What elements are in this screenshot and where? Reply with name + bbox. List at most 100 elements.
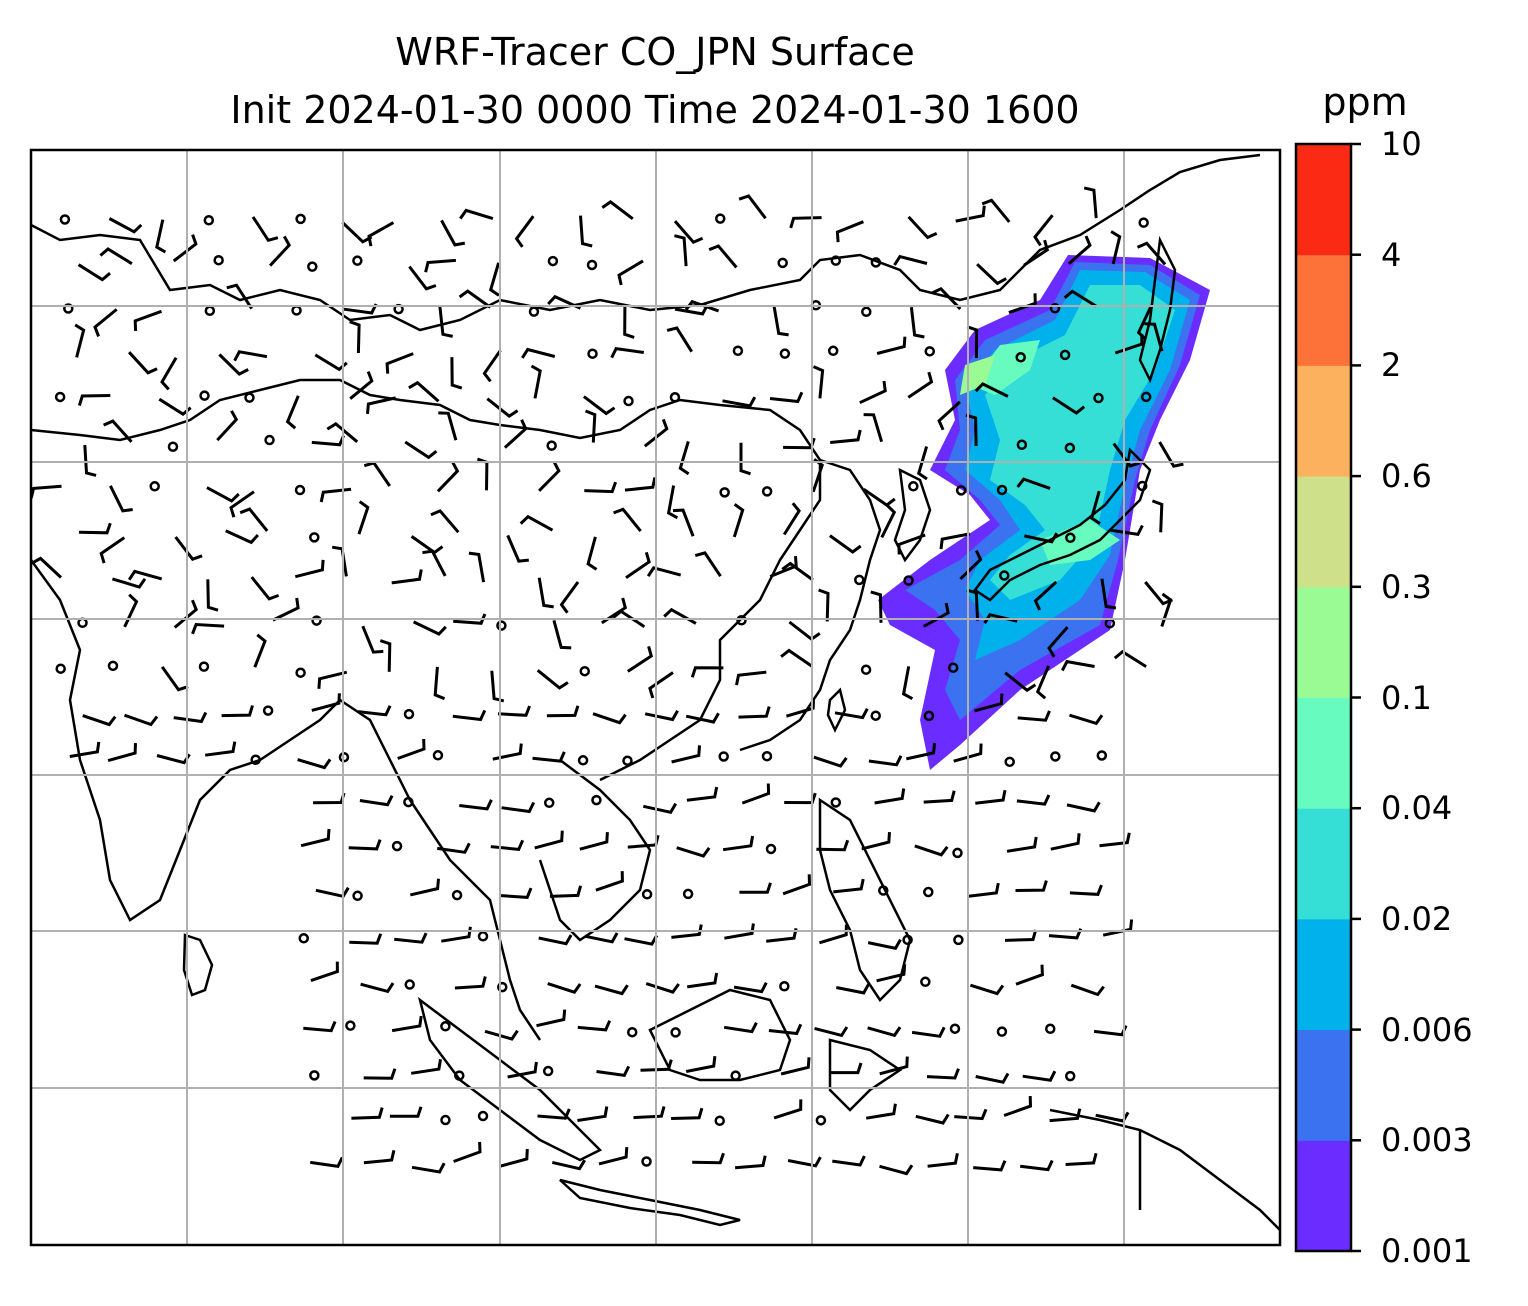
- wind-barb: [927, 1153, 959, 1168]
- calm-wind-marker: [682, 888, 694, 900]
- wind-barb: [874, 788, 906, 805]
- wind-barb: [1024, 532, 1059, 544]
- wind-barb: [922, 602, 950, 628]
- calm-wind-marker: [203, 215, 215, 226]
- calm-wind-marker: [736, 614, 747, 626]
- colorbar-tick-label: 0.04: [1381, 789, 1453, 828]
- wind-barb: [1060, 659, 1095, 672]
- calm-wind-marker: [996, 484, 1008, 496]
- wind-barb: [969, 983, 1005, 996]
- wind-barb: [867, 938, 902, 950]
- wind-barb: [692, 1152, 725, 1165]
- wind-barb: [546, 705, 580, 718]
- wind-barb: [1015, 964, 1044, 986]
- wind-barb: [1100, 578, 1117, 610]
- calm-wind-marker: [496, 620, 507, 631]
- wind-barb: [666, 326, 693, 353]
- colorbar-tick-label: 2: [1381, 346, 1402, 385]
- wind-barb: [724, 923, 755, 940]
- colorbar-segment: [1296, 476, 1351, 588]
- calm-wind-marker: [1004, 756, 1015, 768]
- wind-barb: [861, 831, 891, 851]
- calm-wind-marker: [902, 934, 913, 946]
- wind-barb: [77, 263, 111, 282]
- coast-borneo: [648, 988, 792, 1082]
- wind-barb: [673, 220, 704, 245]
- wind-barb: [879, 1164, 914, 1176]
- wind-barb: [830, 429, 862, 444]
- wind-barb: [31, 556, 63, 579]
- wind-barb: [127, 569, 163, 581]
- wind-barb: [1110, 230, 1122, 265]
- calm-wind-marker: [547, 255, 559, 267]
- wind-barb: [816, 839, 850, 852]
- wind-barb: [834, 707, 869, 720]
- wind-barb: [160, 666, 189, 692]
- calm-wind-marker: [1136, 480, 1148, 492]
- wind-barb: [1022, 1070, 1057, 1082]
- wind-barb: [1151, 499, 1164, 533]
- wind-barb: [547, 982, 582, 994]
- calm-wind-marker: [543, 797, 555, 809]
- wind-barb: [1016, 477, 1051, 490]
- wind-barb: [671, 924, 703, 939]
- wind-barb: [685, 712, 720, 724]
- wind-barb: [532, 751, 566, 763]
- wind-barb: [974, 382, 1009, 398]
- wind-barb: [536, 1009, 567, 1028]
- calm-wind-marker: [870, 710, 881, 721]
- calm-wind-marker: [345, 1020, 356, 1031]
- wind-barb: [1102, 919, 1134, 937]
- wind-barb: [359, 795, 394, 807]
- calm-wind-marker: [591, 794, 602, 806]
- wind-barb: [530, 364, 542, 399]
- wind-barb: [812, 365, 825, 399]
- coast-indochina: [339, 698, 652, 1041]
- calm-wind-marker: [432, 750, 444, 761]
- wind-barb: [269, 235, 292, 267]
- wind-barb: [294, 559, 325, 579]
- wind-barb: [127, 351, 158, 375]
- calm-wind-marker: [451, 889, 463, 901]
- wind-barb: [732, 503, 745, 538]
- wind-barb: [404, 440, 438, 460]
- wind-barb: [684, 299, 720, 313]
- wind-barb: [78, 522, 112, 535]
- wind-barb: [905, 742, 937, 761]
- wind-barb: [876, 336, 907, 355]
- calm-wind-marker: [622, 755, 633, 766]
- wind-barb: [686, 972, 719, 989]
- calm-wind-marker: [352, 890, 363, 902]
- calm-wind-marker: [1015, 352, 1026, 363]
- calm-wind-marker: [298, 933, 309, 944]
- wind-barb: [579, 215, 593, 248]
- colorbar-segment: [1296, 1140, 1351, 1252]
- wind-barb: [499, 887, 533, 899]
- calm-wind-marker: [1096, 750, 1108, 761]
- wind-barb: [833, 878, 865, 894]
- wind-barb: [552, 620, 572, 650]
- wind-barb: [1004, 929, 1038, 942]
- wind-barb: [863, 413, 884, 443]
- calm-wind-marker: [107, 660, 119, 672]
- wind-barb: [454, 976, 487, 990]
- calm-wind-marker: [1138, 217, 1149, 228]
- wind-barb: [366, 396, 397, 415]
- wind-barb: [452, 709, 487, 722]
- colorbar-segment: [1296, 808, 1351, 920]
- calm-wind-marker: [830, 797, 842, 808]
- wind-barb: [501, 801, 536, 814]
- calm-wind-marker: [250, 754, 261, 765]
- wind-barb: [676, 846, 711, 858]
- wind-barb: [976, 263, 1007, 286]
- wind-barb: [93, 308, 118, 337]
- wind-barb: [879, 1056, 909, 1076]
- wind-barb: [409, 878, 440, 897]
- wind-barb: [233, 350, 268, 362]
- calm-wind-marker: [732, 345, 744, 356]
- wind-barb: [285, 395, 300, 430]
- colorbar-tick-label: 4: [1381, 235, 1402, 274]
- wind-barb: [453, 1141, 482, 1163]
- wind-barb: [438, 411, 458, 441]
